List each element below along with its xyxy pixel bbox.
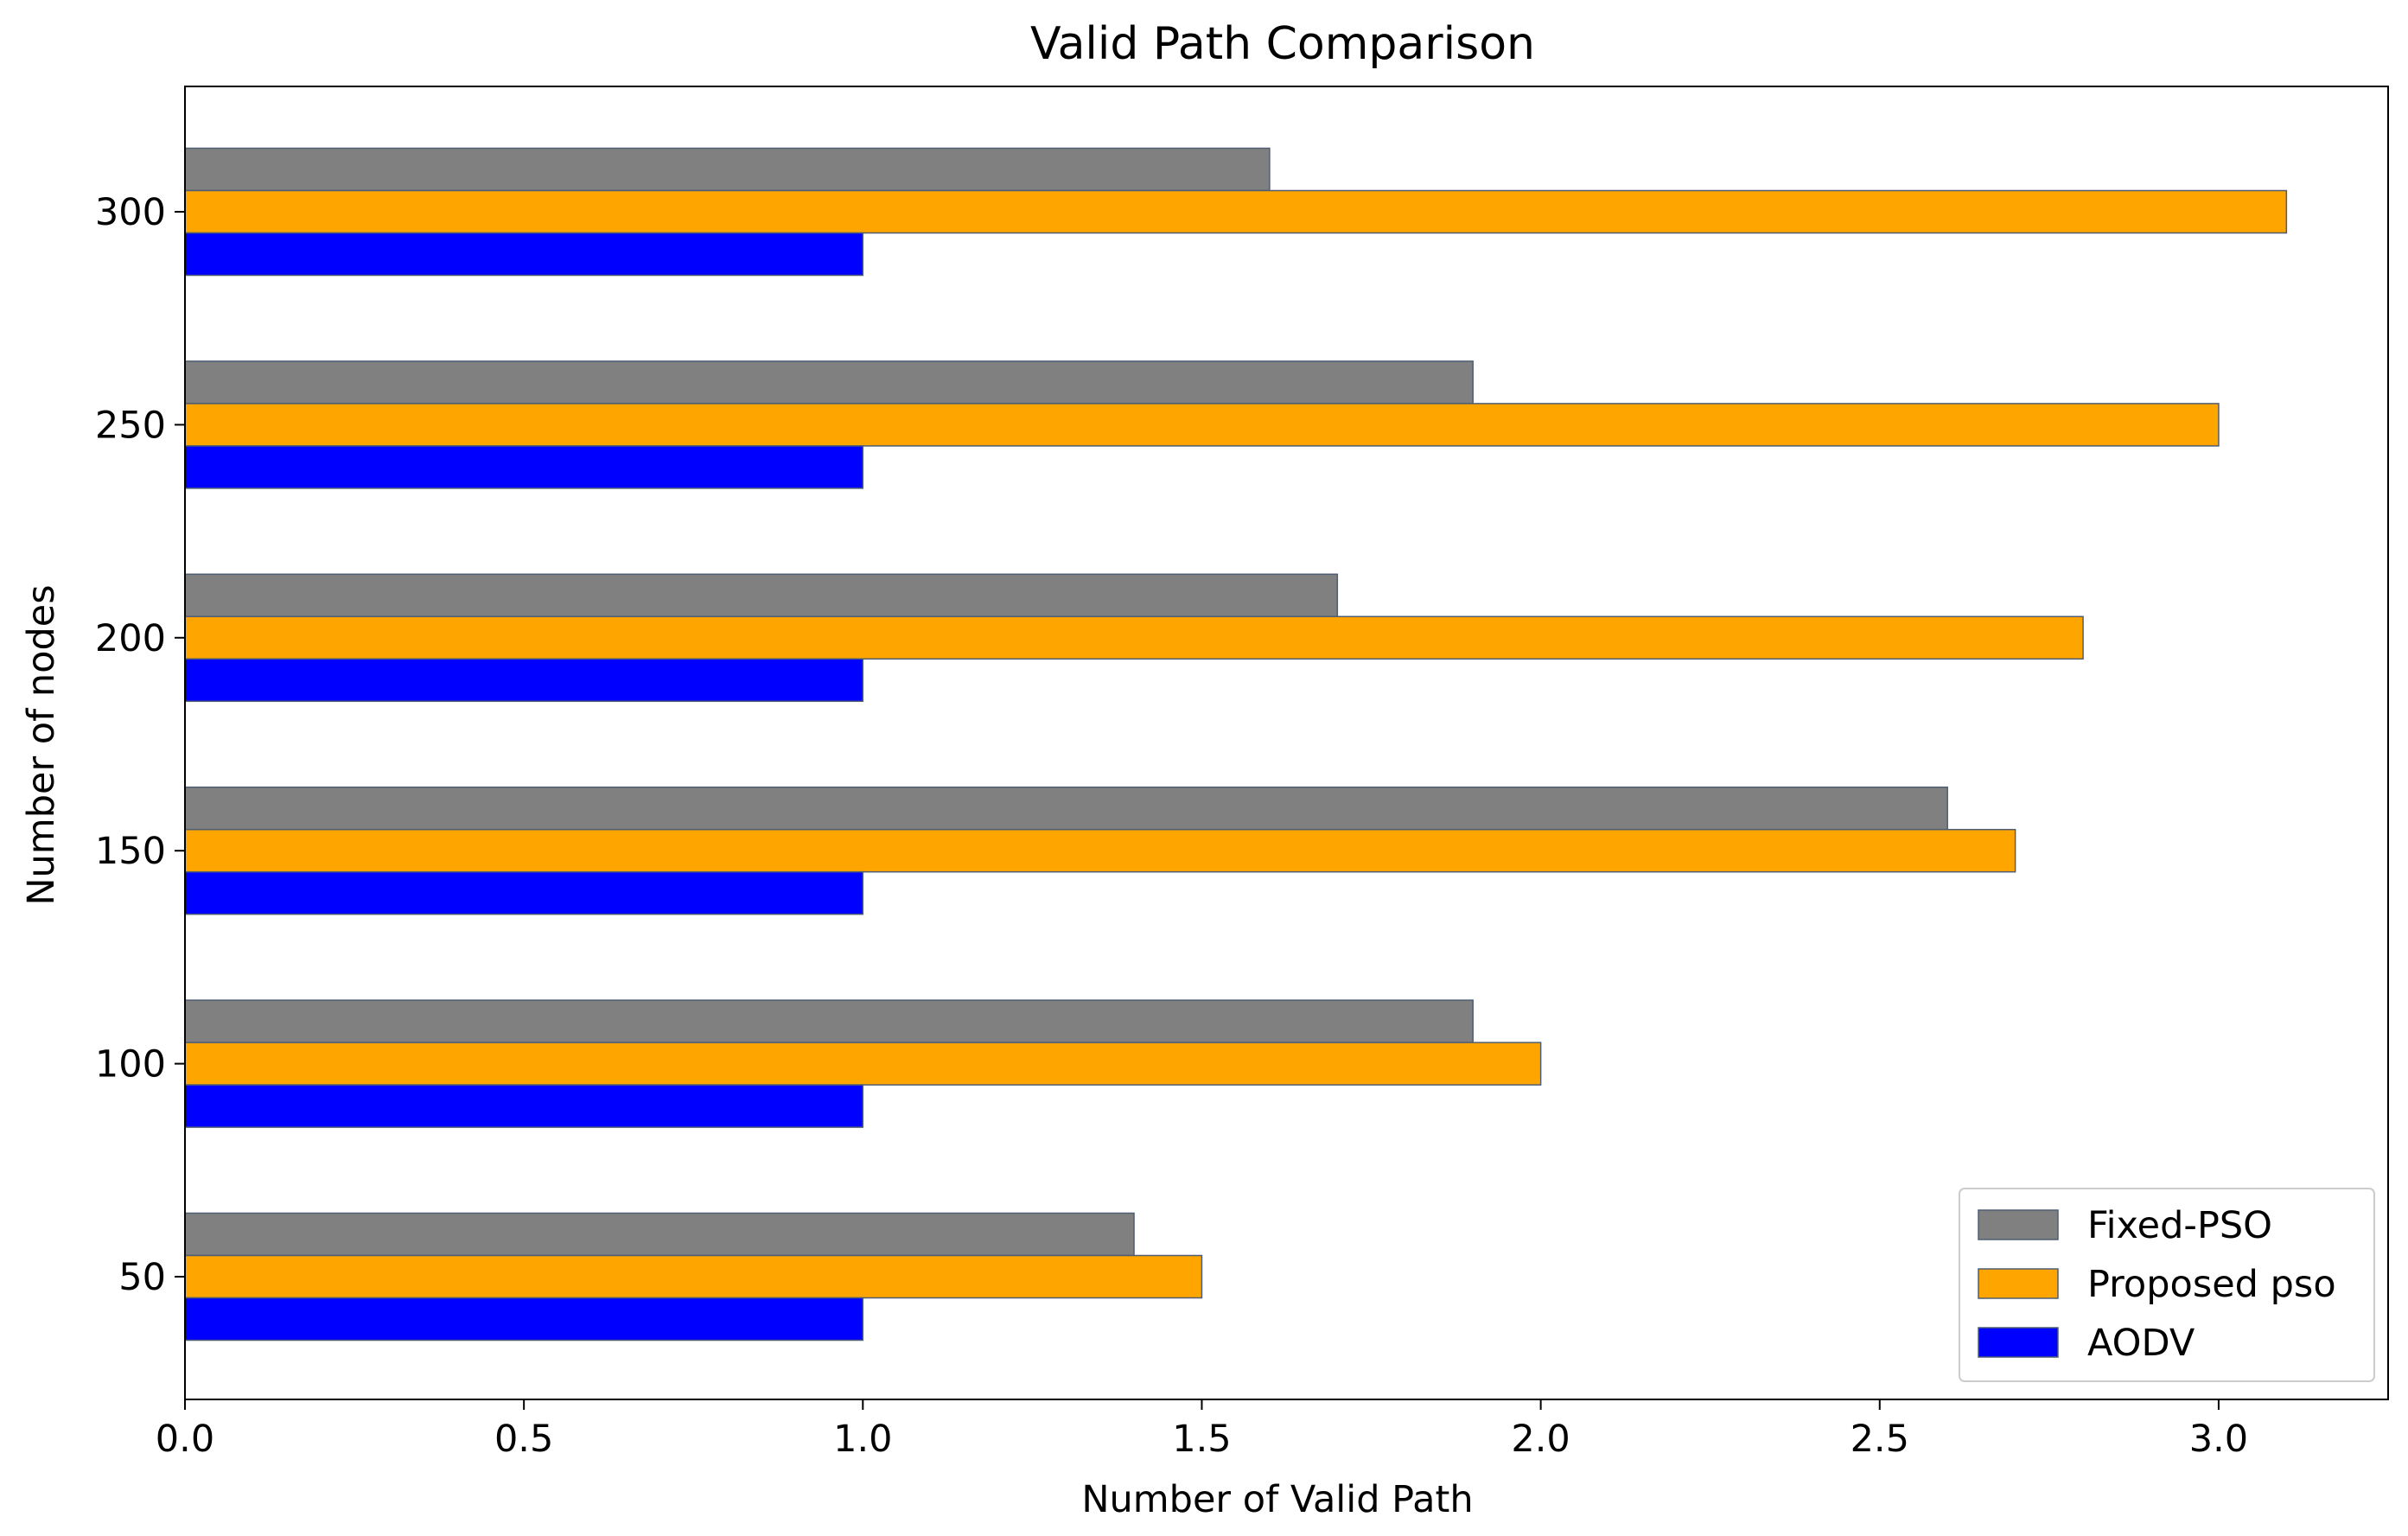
bar-aodv-300	[184, 232, 864, 277]
bar-aodv-200	[184, 658, 864, 703]
y-tick-label: 50	[118, 1256, 166, 1299]
legend-box	[1959, 1188, 2375, 1382]
bar-proposed-pso-250	[184, 403, 2220, 447]
bar-fixed-pso-100	[184, 999, 1474, 1043]
bar-aodv-250	[184, 445, 864, 489]
x-ticks-group: 0.0 0.5 1.0 1.5 2.0 2.5 3.0	[156, 1399, 2248, 1461]
bar-fixed-pso-300	[184, 147, 1271, 192]
bar-proposed-pso-300	[184, 189, 2288, 234]
bar-aodv-100	[184, 1084, 864, 1128]
bar-proposed-pso-200	[184, 615, 2084, 660]
bar-fixed-pso-50	[184, 1212, 1135, 1257]
x-tick-label: 2.0	[1511, 1418, 1570, 1461]
y-axis-label: Number of nodes	[20, 584, 63, 905]
y-tick-label: 100	[95, 1043, 166, 1087]
legend-label-aodv: AODV	[2087, 1322, 2195, 1365]
legend-swatch-fixed-pso	[1978, 1209, 2059, 1240]
bars-group	[184, 147, 2288, 1342]
x-tick-label: 3.0	[2189, 1418, 2248, 1461]
legend-swatch-aodv	[1978, 1327, 2059, 1358]
legend-label-proposed-pso: Proposed pso	[2087, 1263, 2336, 1306]
x-tick-label: 2.5	[1851, 1418, 1909, 1461]
bar-proposed-pso-50	[184, 1254, 1203, 1299]
plot-frame	[184, 86, 2389, 1400]
y-tick-label: 150	[95, 830, 166, 873]
legend: Fixed-PSO Proposed pso AODV	[1959, 1188, 2375, 1382]
y-ticks-group: 50 100 150 200 250 300	[95, 191, 185, 1299]
x-tick-label: 0.0	[156, 1418, 214, 1461]
y-tick-label: 200	[95, 617, 166, 660]
bar-fixed-pso-200	[184, 573, 1339, 618]
x-tick-label: 0.5	[494, 1418, 553, 1461]
x-tick-label: 1.0	[833, 1418, 892, 1461]
chart-title: Valid Path Comparison	[1030, 18, 1535, 70]
bar-proposed-pso-100	[184, 1042, 1542, 1086]
bar-aodv-50	[184, 1297, 864, 1342]
x-tick-label: 1.5	[1172, 1418, 1231, 1461]
bar-proposed-pso-150	[184, 828, 2016, 873]
bar-aodv-150	[184, 870, 864, 915]
bar-fixed-pso-250	[184, 360, 1474, 405]
bar-fixed-pso-150	[184, 786, 1948, 831]
y-tick-label: 250	[95, 404, 166, 447]
x-axis-label: Number of Valid Path	[1081, 1478, 1473, 1521]
legend-label-fixed-pso: Fixed-PSO	[2087, 1204, 2272, 1247]
y-tick-label: 300	[95, 191, 166, 234]
legend-swatch-proposed-pso	[1978, 1268, 2059, 1299]
